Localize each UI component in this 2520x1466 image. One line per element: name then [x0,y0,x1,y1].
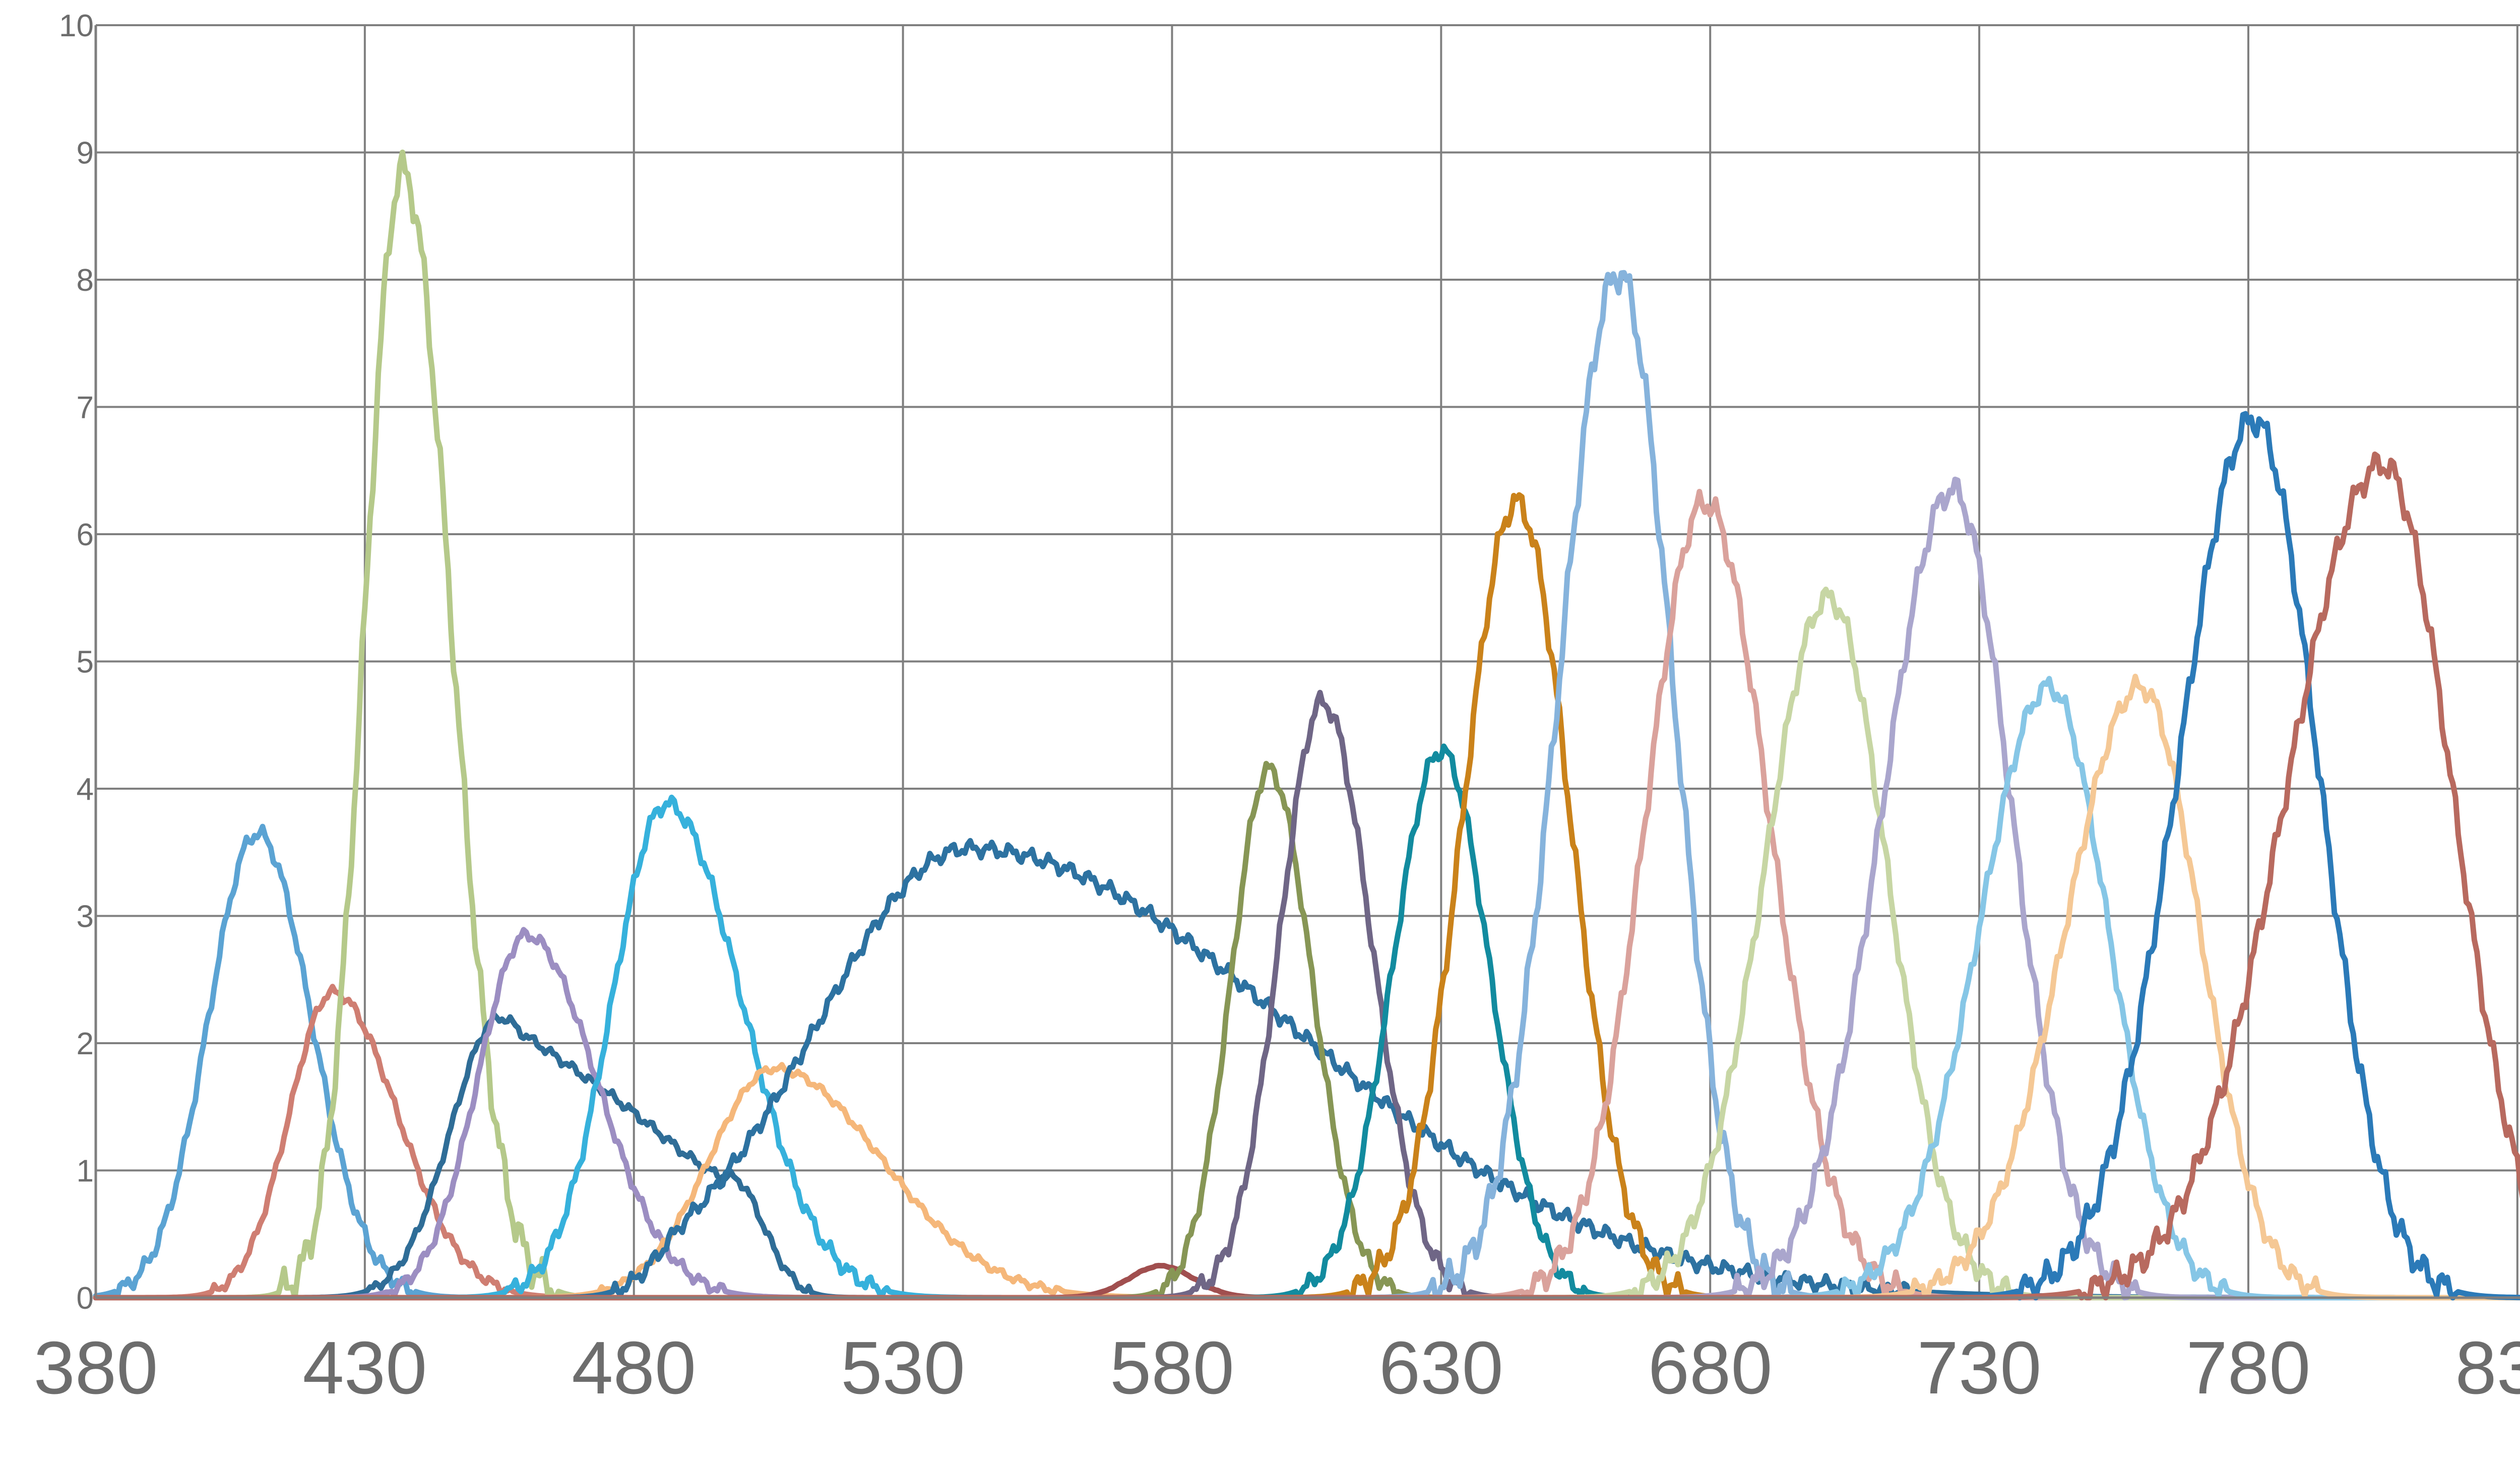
y-tick-label: 4 [77,772,94,807]
y-tick-label: 8 [77,263,94,298]
x-tick-label: 530 [841,1326,965,1410]
y-tick-label: 6 [77,518,94,552]
axes [94,25,2520,1299]
y-tick-label: 1 [77,1154,94,1189]
y-tick-label: 10 [59,9,94,43]
y-tick-label: 2 [77,1027,94,1061]
series-line-6 [93,794,2520,1301]
series-lines [93,149,2520,1301]
y-tick-label: 9 [77,136,94,171]
y-tick-label: 0 [77,1281,94,1316]
y-tick-label: 3 [77,900,94,934]
grid [96,24,2520,1299]
y-tick-label: 5 [77,645,94,680]
x-tick-label: 830 [2455,1326,2520,1410]
x-tick-label: 630 [1379,1326,1503,1410]
series-line-18 [93,676,2520,1301]
series-line-11 [93,689,2520,1301]
x-tick-label: 430 [302,1326,427,1410]
x-tick-label: 380 [34,1326,158,1410]
tick-labels: 0 1 2 3 4 5 6 7 8 9 10 380 430 480 530 580 630 680 730 780 8… [34,9,2520,1410]
x-tick-label: 580 [1110,1326,1234,1410]
y-tick-label: 7 [77,391,94,425]
series-line-12 [93,743,2520,1301]
series-line-3 [93,149,2520,1301]
x-tick-label: 680 [1648,1326,1773,1410]
x-tick-label: 730 [1917,1326,2042,1410]
series-line-5 [93,927,2520,1301]
x-tick-label: 480 [572,1326,696,1410]
series-line-19 [93,673,2520,1301]
x-tick-label: 780 [2186,1326,2310,1410]
